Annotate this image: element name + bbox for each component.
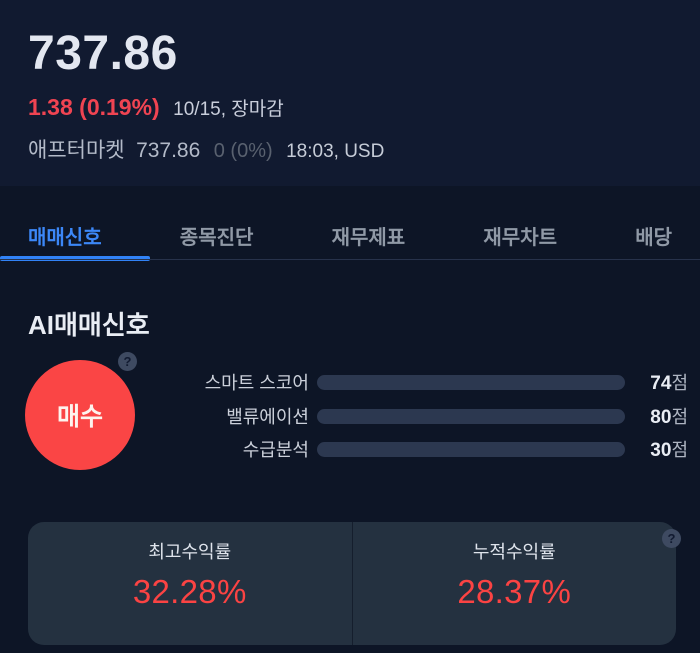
tab-bar: 매매신호 종목진단 재무제표 재무차트 배당: [0, 212, 700, 258]
score-bar-track: [317, 441, 625, 457]
score-row-valuation: 밸류에이션 80점: [28, 406, 688, 428]
tab-bar-divider: [0, 259, 700, 260]
buy-signal-label: 매수: [56, 403, 103, 431]
max-return-value: 32.28%: [132, 573, 247, 610]
score-bar-track: [317, 408, 625, 424]
aftermarket-time-currency: 18:03, USD: [286, 141, 385, 162]
active-tab-indicator: [0, 256, 150, 261]
cumulative-return-value: 28.37%: [457, 573, 572, 610]
score-label: 수급분석: [242, 440, 309, 460]
current-price: 737.86: [28, 27, 178, 80]
buy-signal-badge: 매수: [25, 360, 135, 470]
returns-help-icon[interactable]: ?: [662, 529, 681, 548]
aftermarket-change: 0 (0%): [213, 140, 273, 162]
price-header: 737.86 1.38 (0.19%) 10/15, 장마감 애프터마켓 737…: [0, 0, 700, 186]
price-change: 1.38 (0.19%): [28, 94, 160, 120]
score-label: 밸류에이션: [226, 407, 309, 427]
aftermarket-label: 애프터마켓: [28, 139, 125, 162]
change-date-market-status: 10/15, 장마감: [173, 99, 284, 120]
tab-financial-charts[interactable]: 재무차트: [483, 221, 557, 250]
signal-help-icon[interactable]: ?: [118, 352, 137, 371]
score-value: 80점: [650, 407, 688, 428]
score-row-smart-score: 스마트 스코어 74점: [28, 372, 688, 394]
aftermarket-price: 737.86: [136, 139, 201, 162]
tab-trading-signal[interactable]: 매매신호: [28, 221, 102, 250]
max-return-label: 최고수익률: [148, 542, 232, 562]
ai-signal-section-title: AI매매신호: [28, 310, 150, 340]
aftermarket-row: 애프터마켓 737.86 0 (0%) 18:03, USD: [28, 134, 384, 164]
returns-card: 최고수익률 32.28% 누적수익률 28.37%: [28, 522, 676, 645]
max-return-cell: 최고수익률 32.28%: [28, 522, 352, 645]
tab-dividend[interactable]: 배당: [635, 221, 672, 250]
score-label: 스마트 스코어: [204, 373, 309, 393]
cumulative-return-cell: 누적수익률 28.37%: [351, 522, 677, 645]
cumulative-return-label: 누적수익률: [472, 542, 556, 562]
score-value: 30점: [650, 440, 688, 461]
price-change-row: 1.38 (0.19%) 10/15, 장마감: [28, 94, 284, 121]
tab-financial-statements[interactable]: 재무제표: [332, 221, 406, 250]
tab-stock-diagnosis[interactable]: 종목진단: [180, 221, 254, 250]
score-value: 74점: [650, 373, 688, 394]
score-row-supply-demand: 수급분석 30점: [28, 439, 688, 461]
score-bar-track: [317, 374, 625, 390]
